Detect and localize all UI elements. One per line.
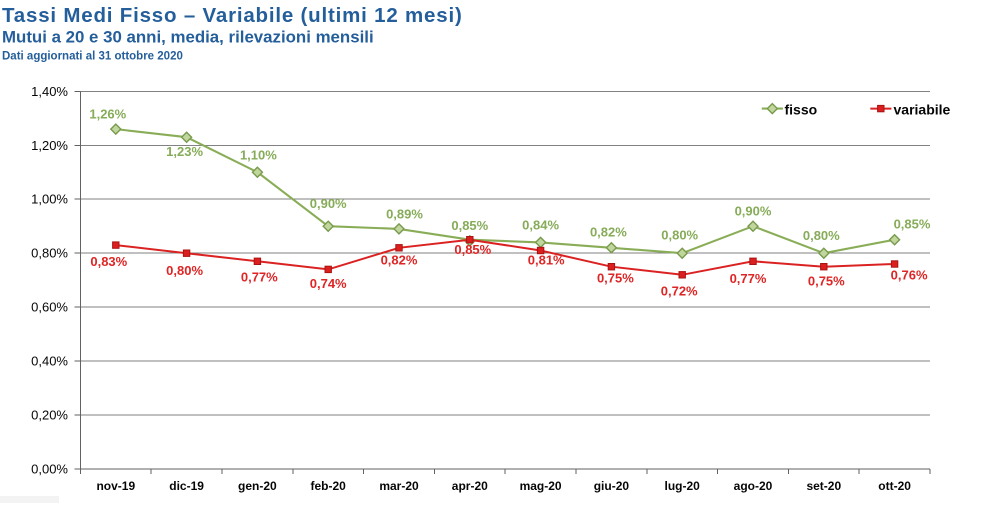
svg-text:0,40%: 0,40% bbox=[31, 354, 68, 369]
svg-text:set-20: set-20 bbox=[806, 479, 841, 493]
svg-text:dic-19: dic-19 bbox=[169, 479, 204, 493]
svg-text:0,80%: 0,80% bbox=[31, 246, 68, 261]
svg-text:Tassi Medi Fisso – Variabile (: Tassi Medi Fisso – Variabile (ultimi 12 … bbox=[2, 4, 463, 27]
svg-text:0,20%: 0,20% bbox=[31, 408, 68, 423]
svg-text:mag-20: mag-20 bbox=[520, 479, 562, 493]
svg-text:0,76%: 0,76% bbox=[891, 268, 928, 283]
svg-text:lug-20: lug-20 bbox=[665, 479, 701, 493]
svg-text:0,75%: 0,75% bbox=[808, 273, 845, 288]
svg-text:ott-20: ott-20 bbox=[878, 479, 911, 493]
svg-text:variabile: variabile bbox=[894, 102, 951, 118]
svg-text:0,84%: 0,84% bbox=[522, 217, 559, 232]
svg-text:0,80%: 0,80% bbox=[166, 263, 203, 278]
svg-text:0,85%: 0,85% bbox=[894, 217, 931, 232]
svg-text:0,81%: 0,81% bbox=[528, 252, 565, 267]
svg-text:0,77%: 0,77% bbox=[241, 270, 278, 285]
svg-text:gen-20: gen-20 bbox=[238, 479, 277, 493]
svg-text:Dati aggiornati al 31 ottobre: Dati aggiornati al 31 ottobre 2020 bbox=[2, 51, 183, 63]
svg-text:0,82%: 0,82% bbox=[381, 252, 418, 267]
svg-text:1,20%: 1,20% bbox=[31, 138, 68, 153]
svg-text:0,82%: 0,82% bbox=[590, 225, 627, 240]
svg-text:0,85%: 0,85% bbox=[454, 242, 491, 257]
svg-text:0,89%: 0,89% bbox=[386, 206, 423, 221]
svg-text:0,72%: 0,72% bbox=[661, 284, 698, 299]
svg-text:0,90%: 0,90% bbox=[310, 196, 347, 211]
svg-text:apr-20: apr-20 bbox=[452, 479, 488, 493]
svg-text:0,85%: 0,85% bbox=[451, 218, 488, 233]
svg-text:mar-20: mar-20 bbox=[379, 479, 419, 493]
svg-text:1,26%: 1,26% bbox=[89, 107, 126, 122]
svg-text:0,77%: 0,77% bbox=[730, 271, 767, 286]
svg-text:fisso: fisso bbox=[785, 102, 818, 118]
svg-text:0,75%: 0,75% bbox=[597, 270, 634, 285]
svg-text:0,00%: 0,00% bbox=[31, 462, 68, 477]
svg-text:0,83%: 0,83% bbox=[90, 254, 127, 269]
svg-text:nov-19: nov-19 bbox=[96, 479, 135, 493]
svg-text:0,60%: 0,60% bbox=[31, 300, 68, 315]
svg-text:0,74%: 0,74% bbox=[310, 276, 347, 291]
svg-text:1,10%: 1,10% bbox=[240, 148, 277, 163]
svg-text:1,00%: 1,00% bbox=[31, 192, 68, 207]
svg-text:feb-20: feb-20 bbox=[311, 479, 347, 493]
svg-text:0,80%: 0,80% bbox=[661, 228, 698, 243]
svg-text:1,23%: 1,23% bbox=[166, 144, 203, 159]
svg-text:Mutui a 20 e 30 anni, media, r: Mutui a 20 e 30 anni, media, rilevazioni… bbox=[2, 28, 374, 47]
svg-text:1,40%: 1,40% bbox=[31, 84, 68, 99]
svg-text:ago-20: ago-20 bbox=[734, 479, 773, 493]
svg-text:0,80%: 0,80% bbox=[803, 228, 840, 243]
svg-text:0,90%: 0,90% bbox=[735, 204, 772, 219]
svg-text:giu-20: giu-20 bbox=[594, 479, 630, 493]
